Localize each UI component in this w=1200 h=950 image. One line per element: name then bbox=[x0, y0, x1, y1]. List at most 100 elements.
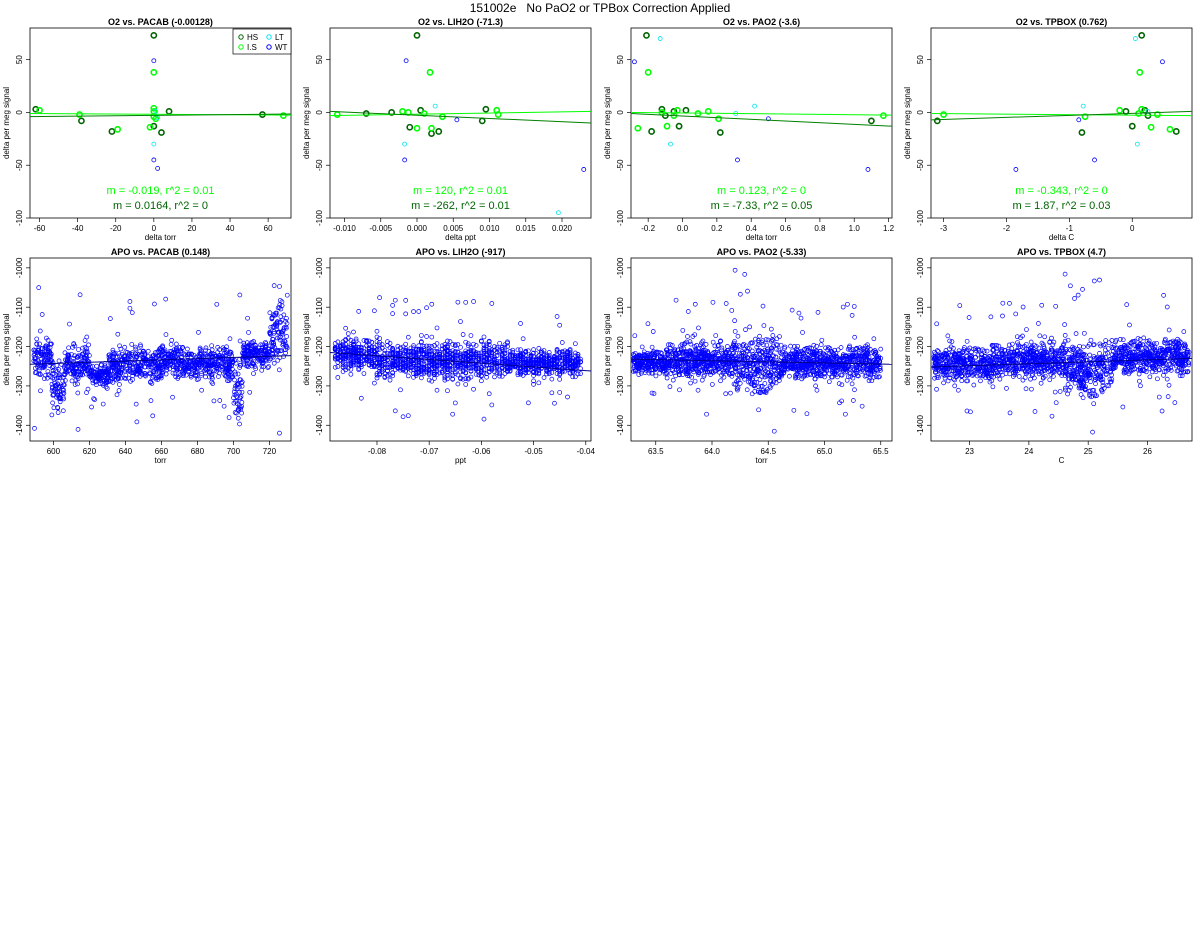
point bbox=[481, 361, 487, 367]
point bbox=[36, 285, 42, 290]
point bbox=[134, 363, 140, 369]
point bbox=[732, 339, 737, 344]
point bbox=[755, 338, 761, 343]
legend-label: HS bbox=[247, 33, 258, 42]
point bbox=[471, 356, 476, 361]
point bbox=[235, 380, 241, 386]
point bbox=[739, 373, 745, 379]
point bbox=[770, 343, 776, 349]
point bbox=[374, 328, 380, 334]
point-is bbox=[1081, 113, 1089, 121]
point bbox=[507, 368, 513, 373]
point bbox=[871, 336, 877, 342]
point bbox=[403, 349, 409, 354]
point bbox=[271, 360, 277, 366]
point bbox=[356, 309, 362, 314]
point bbox=[455, 342, 461, 347]
point bbox=[42, 376, 47, 381]
point bbox=[369, 360, 375, 366]
point bbox=[821, 364, 827, 370]
point bbox=[458, 352, 463, 358]
point bbox=[119, 352, 125, 357]
point bbox=[387, 372, 393, 378]
point bbox=[424, 334, 429, 339]
point bbox=[60, 408, 66, 414]
data-layer bbox=[631, 31, 892, 172]
point bbox=[156, 353, 162, 359]
point bbox=[39, 352, 45, 358]
point bbox=[771, 428, 777, 434]
point bbox=[712, 354, 717, 360]
point bbox=[416, 347, 422, 353]
point bbox=[830, 367, 835, 373]
point bbox=[756, 407, 761, 413]
point bbox=[281, 325, 287, 331]
panel-title: O2 vs. PAO2 (-3.6) bbox=[723, 17, 800, 27]
point bbox=[335, 375, 341, 380]
point bbox=[497, 340, 502, 346]
point bbox=[184, 359, 190, 365]
point bbox=[739, 364, 745, 370]
point-wt bbox=[632, 59, 637, 65]
point bbox=[489, 352, 495, 358]
point bbox=[463, 356, 469, 361]
point bbox=[369, 362, 375, 367]
point bbox=[733, 345, 738, 351]
point bbox=[755, 368, 761, 374]
point bbox=[447, 368, 453, 373]
point bbox=[557, 361, 563, 367]
point bbox=[358, 347, 364, 353]
point bbox=[729, 308, 735, 313]
point bbox=[733, 343, 739, 348]
point bbox=[395, 343, 401, 349]
fit-line bbox=[330, 110, 591, 117]
point bbox=[38, 357, 44, 362]
point bbox=[369, 350, 375, 356]
point bbox=[465, 375, 471, 381]
y-tick-label: -100 bbox=[15, 209, 24, 226]
point bbox=[277, 430, 282, 436]
point bbox=[229, 362, 235, 368]
point bbox=[479, 354, 484, 359]
point bbox=[33, 349, 39, 355]
point bbox=[173, 347, 179, 353]
y-tick-label: -50 bbox=[616, 159, 625, 171]
point bbox=[187, 364, 193, 370]
point bbox=[554, 355, 560, 361]
point bbox=[51, 371, 57, 376]
point bbox=[567, 352, 573, 358]
plot-frame bbox=[630, 257, 893, 442]
point bbox=[526, 358, 531, 364]
point bbox=[653, 349, 659, 355]
point bbox=[411, 374, 416, 380]
point bbox=[549, 370, 555, 375]
point bbox=[403, 363, 409, 369]
point bbox=[465, 365, 471, 370]
point bbox=[129, 370, 135, 376]
point bbox=[732, 318, 737, 324]
panel-title: APO vs. LIH2O (-917) bbox=[415, 247, 505, 257]
point bbox=[419, 366, 424, 371]
point bbox=[526, 357, 531, 362]
point bbox=[160, 367, 165, 372]
point bbox=[232, 377, 237, 383]
point bbox=[539, 350, 544, 356]
panel-title: O2 vs. LIH2O (-71.3) bbox=[418, 17, 503, 27]
point bbox=[36, 367, 42, 373]
point-lt bbox=[657, 36, 663, 41]
point bbox=[752, 366, 758, 372]
point bbox=[239, 379, 245, 385]
point bbox=[743, 445, 747, 449]
point bbox=[377, 346, 382, 352]
point bbox=[664, 375, 670, 381]
x-tick-label: 63.5 bbox=[648, 447, 664, 456]
point bbox=[177, 361, 183, 367]
point bbox=[539, 359, 544, 365]
point bbox=[356, 357, 362, 363]
point bbox=[403, 341, 409, 347]
point bbox=[439, 343, 445, 349]
point bbox=[340, 356, 346, 362]
point bbox=[74, 374, 80, 380]
point bbox=[93, 370, 98, 375]
point bbox=[34, 350, 40, 356]
